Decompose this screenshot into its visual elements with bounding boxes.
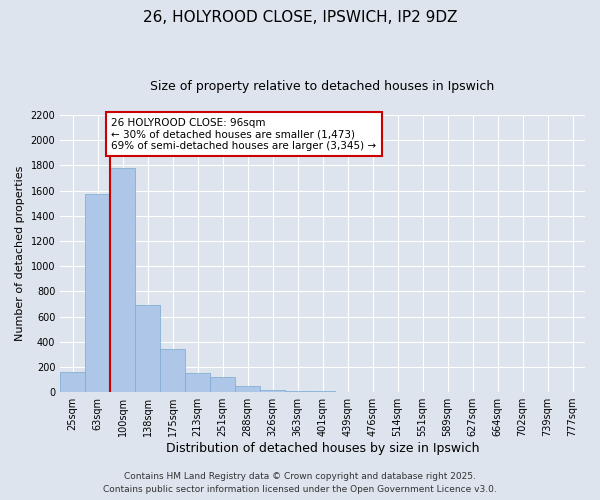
Y-axis label: Number of detached properties: Number of detached properties	[15, 166, 25, 341]
Bar	[185, 372, 210, 392]
Text: Contains HM Land Registry data © Crown copyright and database right 2025.
Contai: Contains HM Land Registry data © Crown c…	[103, 472, 497, 494]
Bar	[110, 168, 135, 392]
Text: 26 HOLYROOD CLOSE: 96sqm
← 30% of detached houses are smaller (1,473)
69% of sem: 26 HOLYROOD CLOSE: 96sqm ← 30% of detach…	[112, 118, 377, 150]
X-axis label: Distribution of detached houses by size in Ipswich: Distribution of detached houses by size …	[166, 442, 479, 455]
Text: 26, HOLYROOD CLOSE, IPSWICH, IP2 9DZ: 26, HOLYROOD CLOSE, IPSWICH, IP2 9DZ	[143, 10, 457, 25]
Bar	[210, 377, 235, 392]
Bar	[260, 390, 285, 392]
Bar	[160, 350, 185, 392]
Bar	[85, 194, 110, 392]
Bar	[135, 305, 160, 392]
Title: Size of property relative to detached houses in Ipswich: Size of property relative to detached ho…	[151, 80, 495, 93]
Bar	[60, 372, 85, 392]
Bar	[285, 390, 310, 392]
Bar	[235, 386, 260, 392]
